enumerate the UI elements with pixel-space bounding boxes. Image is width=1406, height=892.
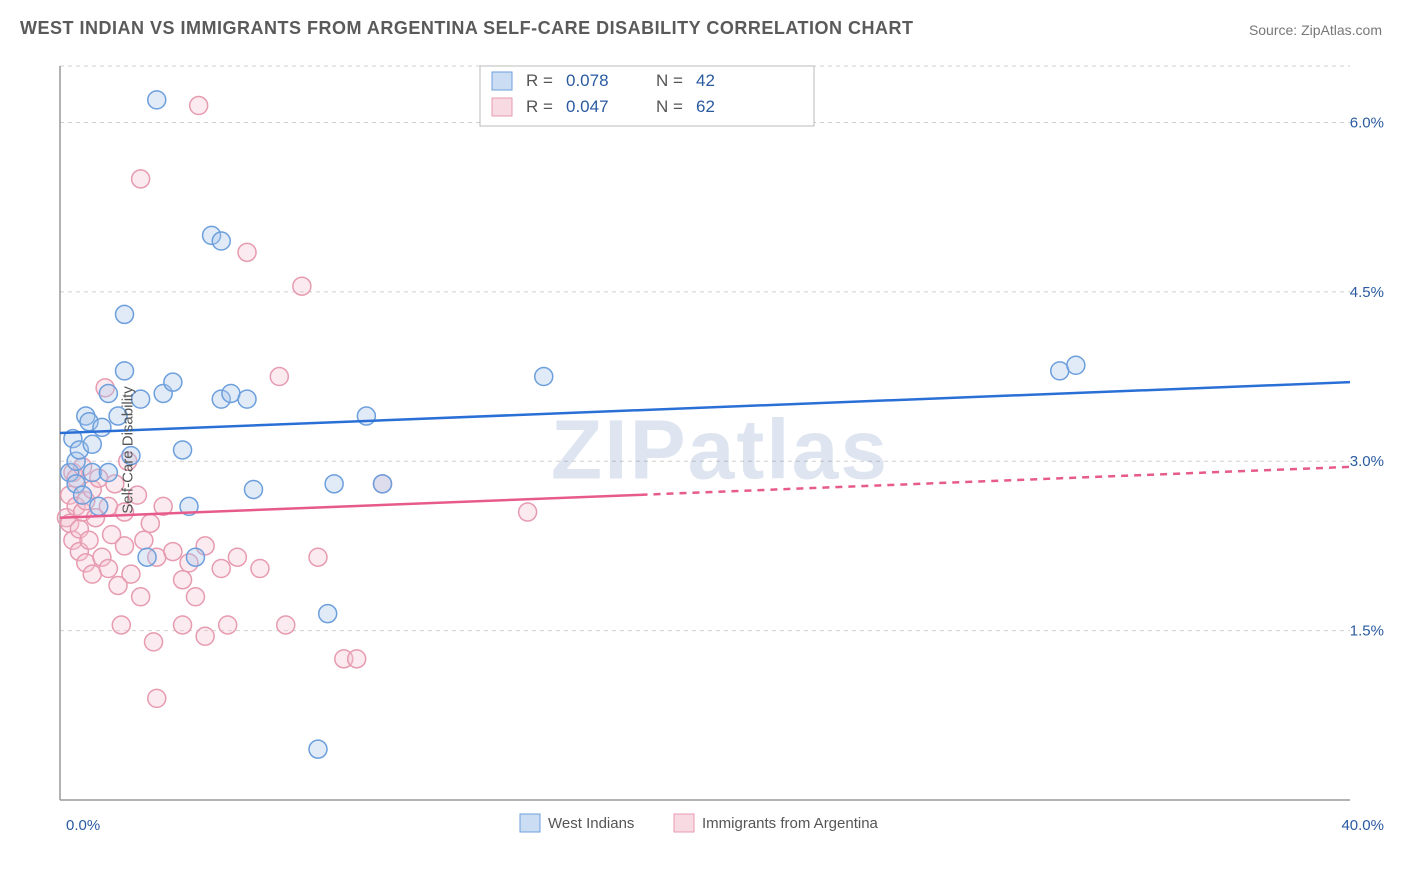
- svg-text:N =: N =: [656, 71, 683, 90]
- svg-text:42: 42: [696, 71, 715, 90]
- svg-text:6.0%: 6.0%: [1350, 114, 1384, 131]
- svg-text:1.5%: 1.5%: [1350, 623, 1384, 640]
- svg-text:Immigrants from Argentina: Immigrants from Argentina: [702, 815, 879, 832]
- svg-text:3.0%: 3.0%: [1350, 453, 1384, 470]
- svg-text:N =: N =: [656, 97, 683, 116]
- svg-text:4.5%: 4.5%: [1350, 284, 1384, 301]
- svg-text:62: 62: [696, 97, 715, 116]
- svg-text:40.0%: 40.0%: [1341, 817, 1384, 834]
- source-label: Source: ZipAtlas.com: [1249, 22, 1382, 38]
- y-axis-label: Self-Care Disability: [119, 386, 136, 514]
- svg-text:0.078: 0.078: [566, 71, 609, 90]
- source-name: ZipAtlas.com: [1301, 22, 1382, 38]
- plot-area: Self-Care Disability ZIPatlas 1.5%3.0%4.…: [50, 60, 1390, 840]
- chart-svg: 1.5% 3.0% 4.5% 6.0% 0.0% 40.0% R = 0.078 N = 42 R …: [50, 60, 1390, 840]
- source-prefix: Source:: [1249, 22, 1301, 38]
- svg-text:R =: R =: [526, 71, 553, 90]
- svg-text:West Indians: West Indians: [548, 815, 634, 832]
- svg-text:R =: R =: [526, 97, 553, 116]
- svg-text:0.047: 0.047: [566, 97, 609, 116]
- chart-container: WEST INDIAN VS IMMIGRANTS FROM ARGENTINA…: [0, 0, 1406, 892]
- svg-text:0.0%: 0.0%: [66, 817, 100, 834]
- chart-title: WEST INDIAN VS IMMIGRANTS FROM ARGENTINA…: [20, 18, 913, 39]
